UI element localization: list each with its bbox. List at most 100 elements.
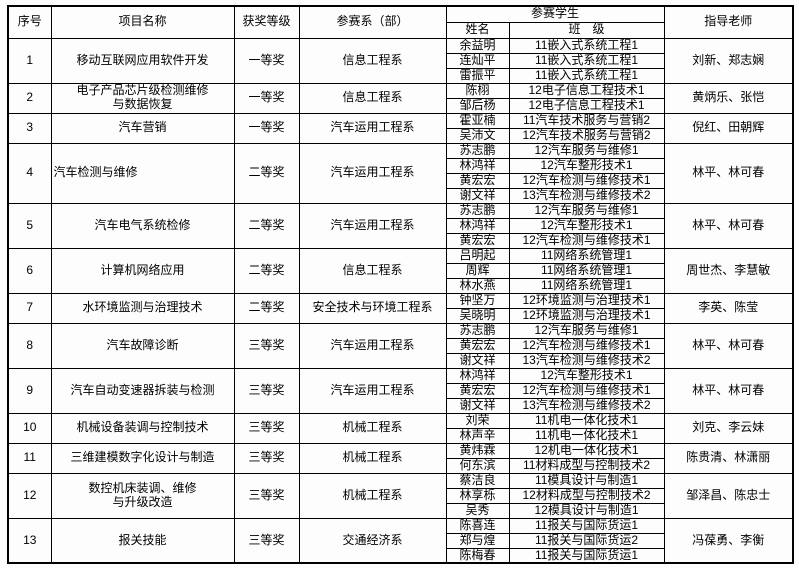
cell-teachers: 林平、林可春 xyxy=(663,142,794,204)
cell-award-level: 二等奖 xyxy=(233,142,300,204)
table-row: 周辉 11网络系统管理1 xyxy=(8,262,793,279)
table-row: 吴沛文 12汽车技术服务与营销2 xyxy=(8,127,793,144)
cell-student-class: 11报关与国际货运2 xyxy=(508,532,665,549)
header-teachers: 指导老师 xyxy=(663,5,794,39)
cell-student-name: 林水燕 xyxy=(445,277,510,294)
cell-department: 机械工程系 xyxy=(298,442,447,474)
cell-student-name: 吴晓明 xyxy=(445,307,510,324)
cell-student-name: 吕明起 xyxy=(445,247,510,264)
cell-student-name: 吴秀 xyxy=(445,502,510,519)
cell-teachers: 倪红、田朝辉 xyxy=(663,112,794,144)
cell-student-class: 12汽车检测与维修技术1 xyxy=(508,337,665,354)
cell-no: 13 xyxy=(7,517,52,564)
cell-student-class: 12汽车服务与维修1 xyxy=(508,322,665,339)
header-students: 参赛学生 xyxy=(445,5,665,23)
table-row: 9 汽车自动变速器拆装与检测 三等奖 汽车运用工程系 林鸿祥 12汽车整形技术1 林平、林可… xyxy=(7,367,794,414)
cell-student-name: 蔡洁良 xyxy=(445,472,510,489)
cell-student-name: 林声辛 xyxy=(445,427,510,444)
cell-department: 汽车运用工程系 xyxy=(298,367,447,414)
cell-project-name: 汽车电气系统检修 xyxy=(50,202,235,249)
cell-department: 交通经济系 xyxy=(298,517,447,564)
cell-student-name: 谢文祥 xyxy=(445,187,510,204)
table-row: 1 移动互联网应用软件开发 一等奖 信息工程系 余益明 11嵌入式系统工程1 刘新、郑志娴 xyxy=(7,37,794,84)
cell-student-class: 12汽车整形技术1 xyxy=(508,367,665,384)
table-row: 7 水环境监测与治理技术 二等奖 安全技术与环境工程系 钟坚万 12环境监测与治理技术1 李… xyxy=(7,292,794,324)
cell-department: 信息工程系 xyxy=(298,82,447,114)
cell-teachers: 李英、陈莹 xyxy=(663,292,794,324)
header-award-level: 获奖等级 xyxy=(233,5,300,39)
cell-no: 2 xyxy=(7,82,52,114)
cell-department: 汽车运用工程系 xyxy=(298,142,447,204)
cell-project-name: 水环境监测与治理技术 xyxy=(50,292,235,324)
header-department: 参赛系（部） xyxy=(298,5,447,39)
cell-student-class: 11嵌入式系统工程1 xyxy=(508,37,665,54)
table-row: 吴晓明 12环境监测与治理技术1 xyxy=(8,307,793,324)
cell-project-name: 三维建模数字化设计与制造 xyxy=(50,442,235,474)
cell-department: 安全技术与环境工程系 xyxy=(298,292,447,324)
cell-project-name: 汽车故障诊断 xyxy=(50,322,235,369)
cell-student-name: 钟坚万 xyxy=(445,292,510,309)
cell-student-name: 黄宏宏 xyxy=(445,382,510,399)
cell-teachers: 刘新、郑志娴 xyxy=(663,37,794,84)
cell-student-class: 11机电一体化技术1 xyxy=(508,412,665,429)
cell-student-name: 黄炜霖 xyxy=(445,442,510,459)
table-row: 陈梅春 11报关与国际货运1 xyxy=(8,547,793,564)
cell-no: 3 xyxy=(7,112,52,144)
cell-department: 信息工程系 xyxy=(298,37,447,84)
cell-student-name: 林享栎 xyxy=(445,487,510,504)
cell-award-level: 一等奖 xyxy=(233,112,300,144)
cell-no: 11 xyxy=(7,442,52,474)
cell-project-name: 汽车自动变速器拆装与检测 xyxy=(50,367,235,414)
cell-student-class: 11网络系统管理1 xyxy=(508,262,665,279)
cell-award-level: 一等奖 xyxy=(233,82,300,114)
cell-project-name: 移动互联网应用软件开发 xyxy=(50,37,235,84)
cell-student-class: 12电子信息工程技术1 xyxy=(508,97,665,114)
cell-student-class: 13汽车检测与维修技术2 xyxy=(508,397,665,414)
cell-student-name: 余益明 xyxy=(445,37,510,54)
cell-student-name: 苏志鹏 xyxy=(445,142,510,159)
table-row: 林享栎 12材料成型与控制技术2 xyxy=(8,487,793,504)
cell-project-name: 汽车营销 xyxy=(50,112,235,144)
header-no: 序号 xyxy=(7,5,52,39)
cell-no: 1 xyxy=(7,37,52,84)
cell-student-name: 刘荣 xyxy=(445,412,510,429)
header-row-1: 序号 项目名称 获奖等级 参赛系（部） 参赛学生 指导老师 xyxy=(7,5,794,39)
cell-student-class: 12环境监测与治理技术1 xyxy=(508,292,665,309)
cell-award-level: 三等奖 xyxy=(233,367,300,414)
cell-student-class: 12电子信息工程技术1 xyxy=(508,82,665,99)
cell-student-name: 黄宏宏 xyxy=(445,337,510,354)
table-row: 12 数控机床装调、维修 与升级改造 三等奖 机械工程系 蔡洁良 11模具设计与制造1 邹泽… xyxy=(7,472,794,519)
cell-no: 7 xyxy=(7,292,52,324)
cell-teachers: 林平、林可春 xyxy=(663,322,794,369)
cell-student-class: 12机电一体化技术1 xyxy=(508,442,665,459)
cell-student-name: 雷振平 xyxy=(445,67,510,84)
cell-student-class: 11模具设计与制造1 xyxy=(508,472,665,489)
cell-student-class: 12环境监测与治理技术1 xyxy=(508,307,665,324)
cell-project-name: 电子产品芯片级检测维修 与数据恢复 xyxy=(50,82,235,114)
cell-student-class: 12材料成型与控制技术2 xyxy=(508,487,665,504)
cell-award-level: 三等奖 xyxy=(233,412,300,444)
cell-teachers: 林平、林可春 xyxy=(663,202,794,249)
table-header: 序号 项目名称 获奖等级 参赛系（部） 参赛学生 指导老师 姓名 班 级 xyxy=(7,5,794,39)
table-body: 1 移动互联网应用软件开发 一等奖 信息工程系 余益明 11嵌入式系统工程1 刘新、郑志娴连… xyxy=(7,37,794,564)
cell-award-level: 三等奖 xyxy=(233,472,300,519)
cell-student-class: 12汽车服务与维修1 xyxy=(508,142,665,159)
awards-table: 序号 项目名称 获奖等级 参赛系（部） 参赛学生 指导老师 姓名 班 级 1 移动… xyxy=(7,5,795,565)
header-student-class: 班 级 xyxy=(508,21,665,39)
cell-student-name: 霍亚楠 xyxy=(445,112,510,129)
cell-student-name: 何东滨 xyxy=(445,457,510,474)
cell-student-name: 陈梅春 xyxy=(445,547,510,564)
cell-teachers: 刘克、李云妹 xyxy=(663,412,794,444)
cell-student-class: 12汽车检测与维修技术1 xyxy=(508,382,665,399)
cell-no: 8 xyxy=(7,322,52,369)
cell-student-class: 11报关与国际货运1 xyxy=(508,547,665,564)
cell-award-level: 二等奖 xyxy=(233,247,300,294)
table-row: 谢文祥 13汽车检测与维修技术2 xyxy=(8,397,793,414)
cell-no: 6 xyxy=(7,247,52,294)
cell-project-name: 数控机床装调、维修 与升级改造 xyxy=(50,472,235,519)
cell-student-name: 黄宏宏 xyxy=(445,232,510,249)
table-row: 8 汽车故障诊断 三等奖 汽车运用工程系 苏志鹏 12汽车服务与维修1 林平、林可春 xyxy=(7,322,794,369)
cell-teachers: 陈贵清、林潇丽 xyxy=(663,442,794,474)
cell-student-class: 12汽车检测与维修技术1 xyxy=(508,172,665,189)
